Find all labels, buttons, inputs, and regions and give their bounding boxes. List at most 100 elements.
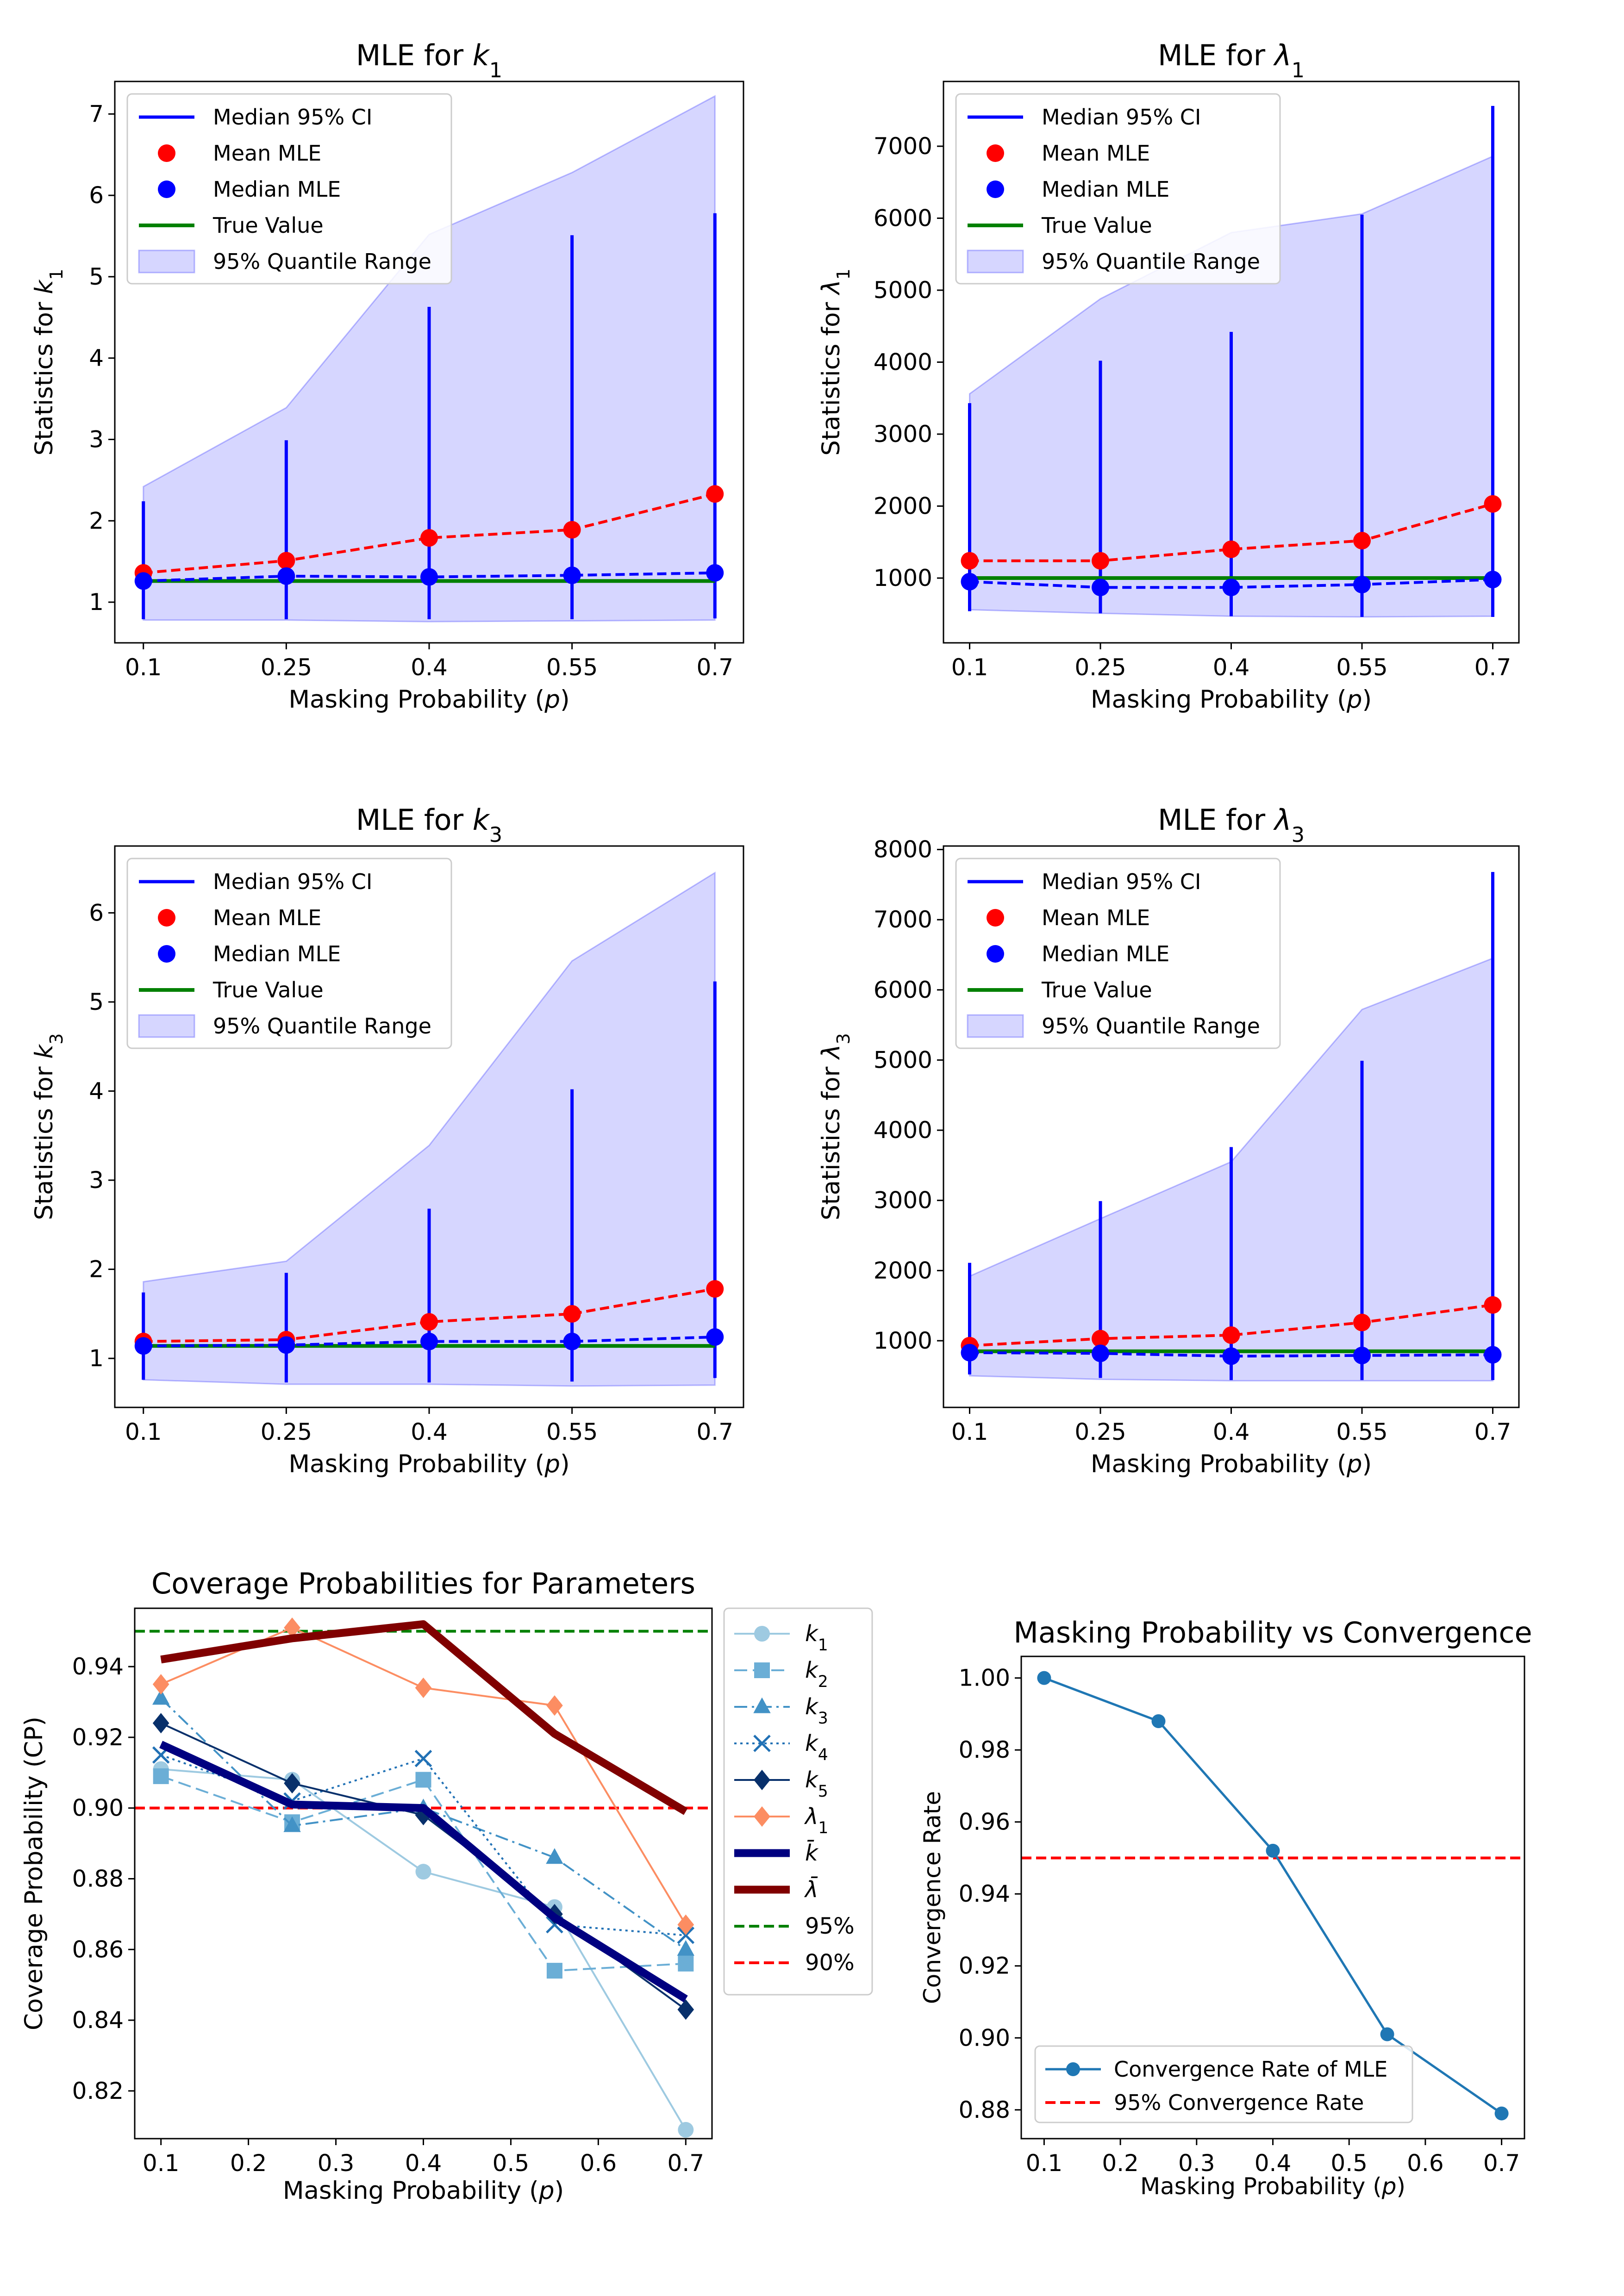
legend-label: Median 95% CI: [1042, 105, 1201, 130]
median-mle-point: [563, 1332, 581, 1350]
x-tick-label: 0.1: [125, 1419, 162, 1445]
legend-frame: [955, 93, 1281, 285]
y-tick-label: 8000: [874, 836, 932, 863]
y-tick-label: 4000: [874, 1117, 932, 1144]
y-tick-label: 6: [89, 182, 104, 209]
y-tick-label: 0.94: [72, 1653, 124, 1680]
legend-label: Median 95% CI: [213, 105, 372, 130]
median-mle-point: [420, 1332, 438, 1350]
coverage-series-marker: [677, 1940, 695, 1956]
legend-handle-median: [987, 945, 1004, 963]
legend-handle-mean: [158, 909, 175, 927]
convergence-point: [1151, 1714, 1166, 1728]
legend-label: λ1: [804, 1804, 828, 1837]
legend-handle-quantile: [138, 249, 195, 274]
y-tick-label: 1.00: [959, 1665, 1010, 1692]
legend-label: True Value: [212, 977, 324, 1002]
legend-label: True Value: [1041, 213, 1152, 238]
y-tick-label: 6: [89, 899, 104, 926]
x-tick-label: 0.1: [951, 654, 988, 681]
y-tick-label: 0.98: [959, 1736, 1010, 1763]
legend-frame: [1034, 2045, 1413, 2123]
y-tick-label: 6000: [874, 205, 932, 231]
x-axis-label: Masking Probability (p): [288, 685, 569, 714]
x-tick-label: 0.4: [1213, 654, 1250, 681]
median-mle-point: [706, 564, 724, 582]
mean-mle-point: [1222, 540, 1240, 558]
coverage-series-line: [160, 1698, 687, 1950]
chart-title: Masking Probability vs Convergence: [1013, 1616, 1532, 1649]
legend-label: 95% Quantile Range: [213, 249, 431, 274]
mean-mle-line: [969, 502, 1493, 562]
legend-label: k̄: [805, 1840, 819, 1866]
x-tick-label: 0.25: [261, 1419, 312, 1445]
x-axis-label: Masking Probability (p): [288, 1450, 569, 1478]
legend-label: k4: [805, 1730, 828, 1764]
legend: Median 95% CI Mean MLE Median MLE True Valu…: [126, 858, 452, 1049]
chart-mle-lambda3: 0.1 0.25 0.4 0.55 0.7 1000 2000 3000 4000 5000 600…: [817, 803, 1520, 1478]
legend-handle-mean: [987, 909, 1004, 927]
mean-mle-line: [969, 1303, 1493, 1347]
y-tick-label: 3000: [874, 1187, 932, 1214]
median-mle-point: [277, 567, 295, 585]
y-tick-label: 0.84: [72, 2007, 124, 2034]
x-tick-label: 0.3: [1178, 2150, 1215, 2177]
coverage-series-line: [161, 1775, 686, 1972]
x-axis-label: Masking Probability (p): [1140, 2173, 1405, 2200]
legend-handle-marker: [753, 1697, 771, 1713]
y-axis-label: Statistics for λ1: [817, 268, 854, 456]
median-mle-point: [961, 1344, 979, 1362]
median-mle-point: [134, 1337, 152, 1355]
coverage-series-marker: [678, 1955, 694, 1972]
convergence-point: [1266, 1843, 1280, 1858]
x-axis-label: Masking Probability (p): [1091, 1450, 1372, 1478]
coverage-series-marker: [415, 1864, 431, 1880]
median-mle-point: [277, 1336, 295, 1354]
coverage-series-marker: [546, 1848, 563, 1864]
median-mle-point: [961, 572, 979, 591]
x-tick-label: 0.25: [1074, 654, 1126, 681]
legend-label: Median MLE: [213, 941, 341, 966]
mean-mle-point: [420, 529, 438, 547]
chart-convergence: 0.1 0.2 0.3 0.4 0.5 0.6 0.7 0.88 0.90 0.92 0.94 0.9…: [919, 1616, 1532, 2200]
x-tick-label: 0.2: [1102, 2150, 1139, 2177]
mean-mle-point: [706, 485, 724, 503]
legend-handle-marker: [1066, 2062, 1080, 2076]
legend: Median 95% CI Mean MLE Median MLE True Valu…: [955, 93, 1281, 285]
coverage-series-marker: [546, 1695, 563, 1716]
coverage-series-marker: [152, 1689, 170, 1705]
y-tick-label: 1: [89, 589, 104, 616]
median-mle-point: [134, 572, 152, 590]
x-tick-label: 0.1: [143, 2150, 180, 2177]
x-tick-label: 0.7: [1474, 1419, 1512, 1445]
coverage-series-marker: [677, 1926, 695, 1944]
legend-frame: [126, 858, 452, 1049]
chart-title: Coverage Probabilities for Parameters: [151, 1567, 695, 1600]
y-axis-label: Convergence Rate: [919, 1791, 946, 2004]
x-tick-label: 0.7: [668, 2150, 705, 2177]
legend-handle-median: [158, 945, 175, 963]
legend-label: Mean MLE: [1042, 905, 1150, 930]
chart-coverage: 0.1 0.2 0.3 0.4 0.5 0.6 0.7 0.82 0.84 0.86 0.88 0.9…: [20, 1567, 873, 2205]
y-tick-label: 7000: [874, 133, 932, 160]
mean-mle-point: [1353, 532, 1371, 550]
y-axis-label: Statistics for λ3: [817, 1033, 854, 1220]
legend-label: Median MLE: [1042, 941, 1169, 966]
median-mle-point: [420, 568, 438, 586]
median-mle-point: [1484, 1346, 1502, 1364]
y-axis-label: Statistics for k1: [30, 269, 67, 456]
legend-handle-marker: [754, 1662, 770, 1678]
y-tick-label: 4: [89, 1077, 104, 1104]
median-mle-line: [969, 578, 1493, 589]
legend-label: 95% Convergence Rate: [1114, 2090, 1364, 2115]
x-tick-label: 0.55: [546, 654, 598, 681]
x-tick-label: 0.55: [1336, 654, 1387, 681]
mean-mle-line: [143, 492, 716, 574]
x-tick-label: 0.55: [1336, 1419, 1387, 1445]
legend-handle-median: [987, 180, 1004, 198]
chart-mle-k1: 0.1 0.25 0.4 0.55 0.7 1 2 3 4 5 6 7 MLE for k1 Maskin…: [30, 38, 744, 714]
convergence-point: [1037, 1671, 1051, 1685]
